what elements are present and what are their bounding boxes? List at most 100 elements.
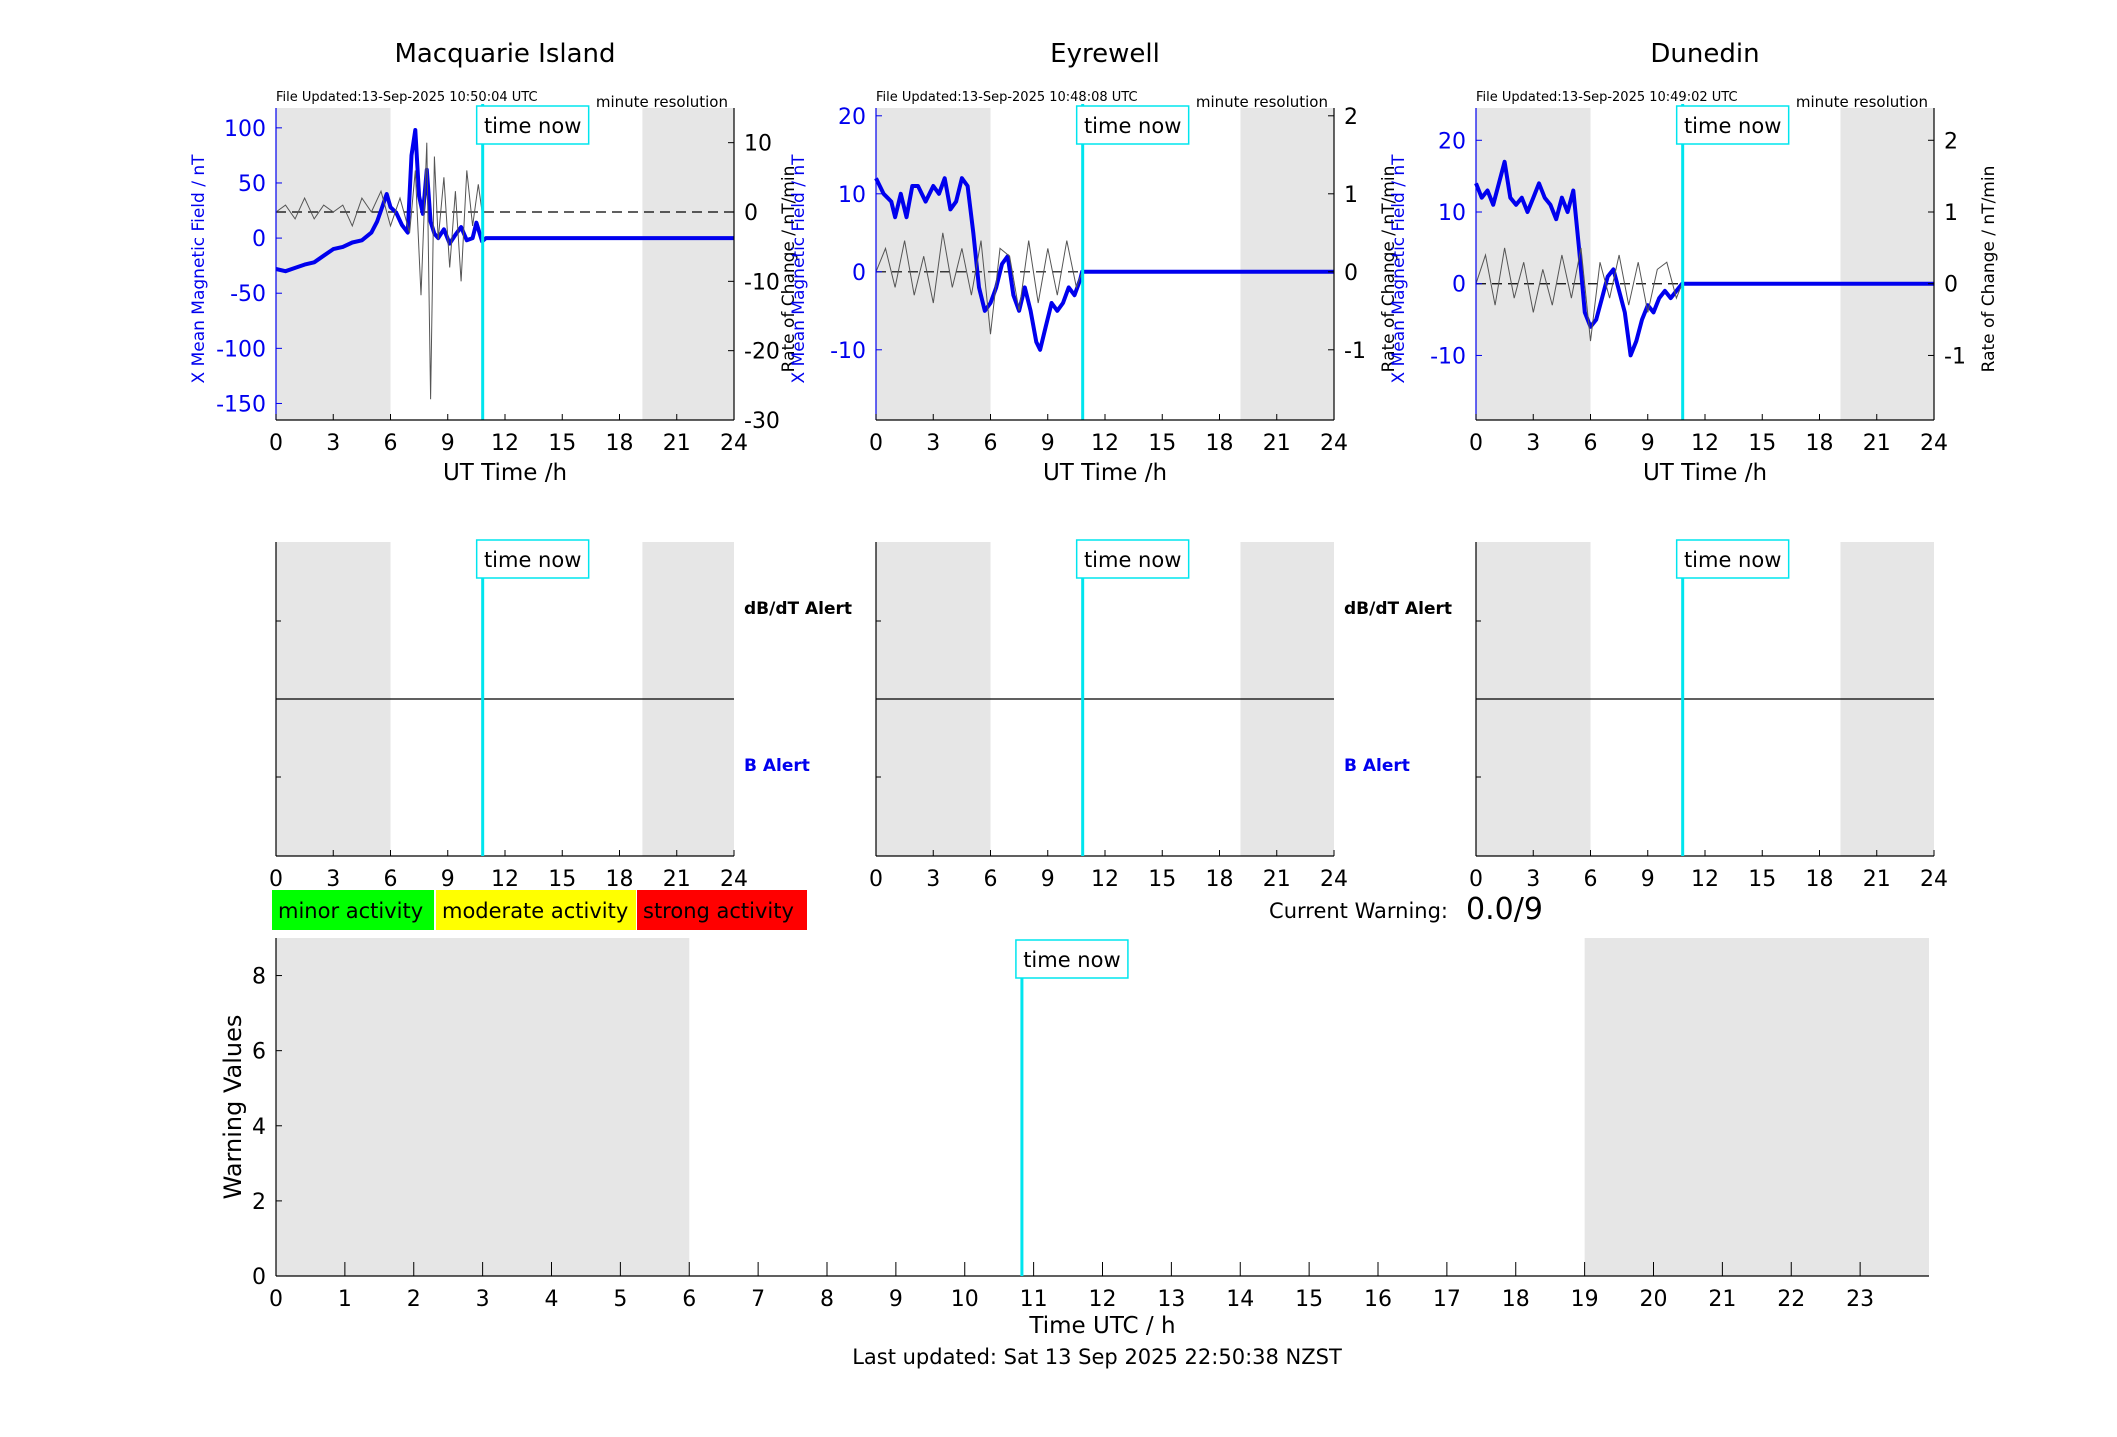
x-tick-label: 14 xyxy=(1226,1287,1254,1312)
x-tick-label: 24 xyxy=(1920,867,1948,892)
x-tick-label: 15 xyxy=(548,867,576,892)
right-tick-label: 0 xyxy=(744,201,758,226)
left-tick-label: 20 xyxy=(1438,129,1466,154)
x-tick-label: 24 xyxy=(720,431,748,456)
x-tick-label: 21 xyxy=(1863,867,1891,892)
x-axis-label: UT Time /h xyxy=(443,460,567,486)
time-now-label: time now xyxy=(1084,114,1181,138)
x-tick-label: 9 xyxy=(1041,431,1055,456)
left-tick-label: 50 xyxy=(238,172,266,197)
time-now-box xyxy=(1075,539,1190,579)
x-tick-label: 0 xyxy=(869,431,883,456)
alert-panel: time now dB/dT Alert B Alert 0 3 6 9 12 15 18 21 24 xyxy=(269,539,852,892)
night-shade xyxy=(276,938,690,1276)
left-tick-label: 0 xyxy=(1452,273,1466,298)
time-now-box xyxy=(1075,105,1190,145)
x-tick-label: 17 xyxy=(1433,1287,1461,1312)
night-shade xyxy=(642,108,734,420)
x-tick-label: 3 xyxy=(926,867,940,892)
time-now-label: time now xyxy=(484,114,581,138)
x-tick-label: 15 xyxy=(1295,1287,1323,1312)
right-tick-label: 10 xyxy=(744,132,772,157)
minute-resolution-label: minute resolution xyxy=(1796,93,1928,111)
left-tick-label: 0 xyxy=(852,261,866,286)
x-tick-label: 12 xyxy=(1089,1287,1117,1312)
x-tick-label: 15 xyxy=(1748,431,1776,456)
x-tick-label: 21 xyxy=(663,431,691,456)
x-tick-label: 24 xyxy=(1320,431,1348,456)
field-series-line xyxy=(275,128,734,274)
x-tick-label: 24 xyxy=(1320,867,1348,892)
x-tick-label: 6 xyxy=(1584,431,1598,456)
x-tick-label: 12 xyxy=(1691,867,1719,892)
x-tick-label: 12 xyxy=(491,867,519,892)
x-tick-label: 21 xyxy=(1263,431,1291,456)
right-axis-label: Rate of Change / nT/min xyxy=(1379,166,1399,373)
time-now-label: time now xyxy=(1684,114,1781,138)
left-tick-label: -10 xyxy=(1430,344,1466,369)
legend-label: moderate activity xyxy=(442,899,628,923)
x-tick-label: 6 xyxy=(384,431,398,456)
x-tick-label: 18 xyxy=(1806,867,1834,892)
alert-panel: time now dB/dT Alert B Alert 0 3 6 9 12 15 18 21 24 xyxy=(869,539,1452,892)
left-tick-label: 0 xyxy=(252,227,266,252)
x-tick-label: 9 xyxy=(441,867,455,892)
right-tick-label: 0 xyxy=(1344,261,1358,286)
x-tick-label: 6 xyxy=(1584,867,1598,892)
right-tick-label: -1 xyxy=(1344,339,1366,364)
x-tick-label: 12 xyxy=(491,431,519,456)
y-tick-label: 6 xyxy=(252,1040,266,1065)
time-now-label: time now xyxy=(484,548,581,572)
time-now-label: time now xyxy=(1684,548,1781,572)
night-shade xyxy=(1476,108,1591,420)
time-now-box xyxy=(475,539,590,579)
x-tick-label: 3 xyxy=(326,431,340,456)
time-now-box xyxy=(1675,105,1790,145)
x-tick-label: 20 xyxy=(1640,1287,1668,1312)
right-tick-label: 2 xyxy=(1344,105,1358,130)
x-tick-label: 9 xyxy=(441,431,455,456)
x-tick-label: 12 xyxy=(1091,867,1119,892)
x-tick-label: 18 xyxy=(1206,431,1234,456)
x-tick-label: 6 xyxy=(682,1287,696,1312)
x-tick-label: 16 xyxy=(1364,1287,1392,1312)
time-now-label: time now xyxy=(1023,948,1120,972)
b-alert-label: B Alert xyxy=(1344,756,1410,776)
current-warning-value: 0.0/9 xyxy=(1466,892,1543,927)
rate-series-line xyxy=(1475,247,1683,342)
x-tick-label: 18 xyxy=(606,867,634,892)
right-tick-label: 1 xyxy=(1944,201,1958,226)
time-now-box xyxy=(475,105,590,145)
activity-legend: minor activity moderate activity strong ac… xyxy=(272,890,807,930)
rate-series-line xyxy=(275,142,483,400)
time-now-box xyxy=(1015,939,1129,979)
right-tick-label: -10 xyxy=(744,270,780,295)
right-axis-label: Rate of Change / nT/min xyxy=(1979,166,1999,373)
x-tick-label: 18 xyxy=(606,431,634,456)
x-tick-label: 0 xyxy=(869,867,883,892)
x-tick-label: 22 xyxy=(1777,1287,1805,1312)
x-tick-label: 0 xyxy=(269,1287,283,1312)
station-title: Dunedin xyxy=(1650,39,1759,69)
night-shade xyxy=(1840,108,1934,420)
x-tick-label: 2 xyxy=(407,1287,421,1312)
left-tick-label: -50 xyxy=(230,282,266,307)
legend-label: minor activity xyxy=(278,899,423,923)
x-axis-label: UT Time /h xyxy=(1643,460,1767,486)
station-panel: Eyrewell File Updated:13-Sep-2025 10:48:0… xyxy=(789,39,1399,486)
x-tick-label: 12 xyxy=(1091,431,1119,456)
left-tick-label: 20 xyxy=(838,105,866,130)
x-tick-label: 18 xyxy=(1206,867,1234,892)
file-updated-label: File Updated:13-Sep-2025 10:49:02 UTC xyxy=(1476,90,1738,105)
y-tick-label: 0 xyxy=(252,1265,266,1290)
right-tick-label: -20 xyxy=(744,340,780,365)
x-tick-label: 3 xyxy=(1526,867,1540,892)
x-tick-label: 0 xyxy=(1469,431,1483,456)
time-now-box xyxy=(1675,539,1790,579)
x-tick-label: 5 xyxy=(613,1287,627,1312)
y-axis-label: Warning Values xyxy=(219,1015,247,1200)
x-tick-label: 21 xyxy=(1263,867,1291,892)
left-tick-label: 10 xyxy=(838,183,866,208)
minute-resolution-label: minute resolution xyxy=(1196,93,1328,111)
